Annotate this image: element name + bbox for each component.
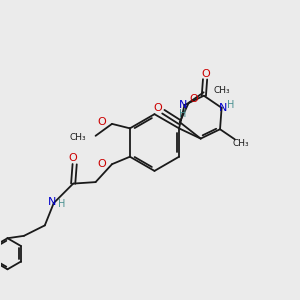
Text: O: O: [201, 69, 210, 79]
Text: N: N: [179, 100, 187, 110]
Text: O: O: [98, 159, 106, 169]
Text: N: N: [219, 103, 227, 113]
Text: O: O: [154, 103, 162, 113]
Text: CH₃: CH₃: [233, 139, 249, 148]
Text: H: H: [179, 109, 187, 119]
Text: N: N: [48, 196, 56, 206]
Text: O: O: [190, 94, 199, 104]
Text: H: H: [227, 100, 235, 110]
Text: O: O: [98, 117, 106, 128]
Text: CH₃: CH₃: [70, 133, 87, 142]
Text: H: H: [58, 200, 66, 209]
Text: CH₃: CH₃: [213, 86, 230, 95]
Text: O: O: [69, 153, 78, 163]
